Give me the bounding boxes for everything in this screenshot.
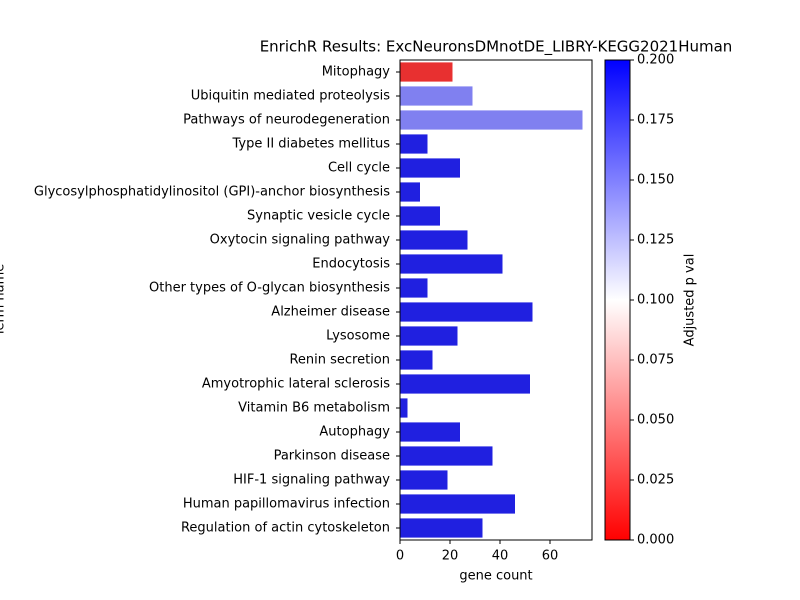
y-tick-label: Oxytocin signaling pathway [210, 233, 391, 248]
colorbar-tick-label: 0.125 [637, 233, 674, 248]
y-tick-label: Renin secretion [289, 353, 390, 368]
y-tick-label: Vitamin B6 metabolism [238, 401, 390, 416]
y-tick-label: Amyotrophic lateral sclerosis [202, 377, 390, 392]
bar [400, 230, 468, 250]
x-tick-label: 40 [492, 549, 509, 564]
plot-frame [399, 59, 593, 541]
colorbar-tick-label: 0.075 [637, 353, 674, 368]
bar [400, 494, 515, 514]
bar [400, 302, 533, 322]
bar [400, 470, 448, 490]
y-tick-label: Synaptic vesicle cycle [247, 209, 390, 224]
bar [400, 518, 483, 538]
x-tick-label: 60 [542, 549, 559, 564]
bar [400, 422, 460, 442]
bar [400, 278, 428, 298]
bar [400, 254, 503, 274]
y-tick-label: Type II diabetes mellitus [232, 137, 391, 152]
bar [400, 110, 583, 130]
y-tick-label: Lysosome [326, 329, 390, 344]
bar [400, 158, 460, 178]
bar [400, 206, 440, 226]
colorbar-tick-label: 0.200 [637, 53, 674, 68]
colorbar-label: Adjusted p val [683, 254, 698, 347]
y-tick-label: Endocytosis [312, 257, 390, 272]
y-tick-label: HIF-1 signaling pathway [233, 473, 390, 488]
bar [400, 62, 453, 82]
y-tick-label: Other types of O-glycan biosynthesis [149, 281, 390, 296]
y-tick-label: Ubiquitin mediated proteolysis [191, 89, 391, 104]
bar [400, 350, 433, 370]
y-tick-label: Regulation of actin cytoskeleton [181, 521, 390, 536]
colorbar-tick-label: 0.175 [637, 113, 674, 128]
bar [400, 398, 408, 418]
bar [400, 446, 493, 466]
y-tick-label: Alzheimer disease [271, 305, 390, 320]
colorbar-tick-label: 0.000 [637, 533, 674, 548]
colorbar-tick-label: 0.100 [637, 293, 674, 308]
y-tick-label: Human papillomavirus infection [183, 497, 390, 512]
x-tick-label: 20 [442, 549, 459, 564]
y-tick-label: Parkinson disease [274, 449, 390, 464]
colorbar [604, 59, 631, 541]
colorbar-tick-label: 0.150 [637, 173, 674, 188]
y-axis-label: Term name [0, 264, 8, 338]
colorbar-tick-label: 0.050 [637, 413, 674, 428]
chart-title: EnrichR Results: ExcNeuronsDMnotDE_LIBRY… [260, 38, 733, 57]
x-tick-label: 0 [396, 549, 404, 564]
y-tick-label: Mitophagy [322, 65, 391, 80]
y-tick-label: Cell cycle [328, 161, 390, 176]
x-axis-label: gene count [459, 569, 532, 584]
bar [400, 374, 530, 394]
colorbar-tick-label: 0.025 [637, 473, 674, 488]
y-tick-label: Autophagy [319, 425, 390, 440]
bar [400, 86, 473, 106]
bar [400, 134, 428, 154]
y-tick-label: Pathways of neurodegeneration [183, 113, 390, 128]
bar [400, 182, 420, 202]
y-tick-label: Glycosylphosphatidylinositol (GPI)-ancho… [34, 185, 390, 200]
bar [400, 326, 458, 346]
